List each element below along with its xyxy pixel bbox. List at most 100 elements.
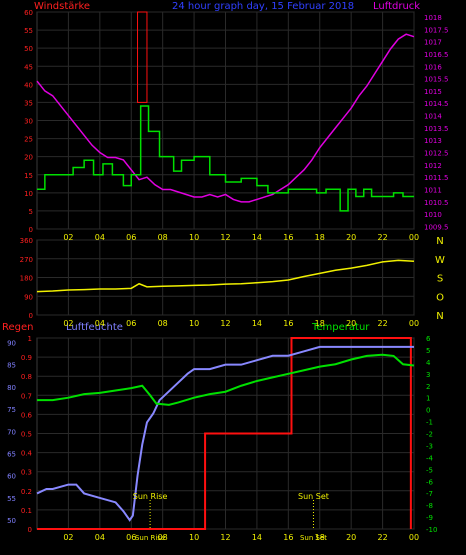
rain-line <box>37 337 412 530</box>
rain-tick-label: 0.8 <box>21 373 32 381</box>
pressure-tick-label: 1013.5 <box>424 125 449 133</box>
temperature-tick-label: 2 <box>426 383 430 391</box>
pressure-line <box>36 33 415 203</box>
x-tick-label: 06 <box>126 233 136 242</box>
x-tick-label: 16 <box>283 233 293 242</box>
wind-tick-label: 20 <box>24 154 33 162</box>
rain-axis-title: Regen <box>2 322 34 333</box>
x-tick-label: 10 <box>189 533 199 542</box>
x-tick-label: 10 <box>189 319 199 328</box>
temperature-tick-label: -1 <box>426 419 433 427</box>
sun-marker-label: Sun Rise <box>133 492 168 501</box>
x-tick-label: 16 <box>283 319 293 328</box>
humidity-tick-label: 50 <box>7 517 16 525</box>
temperature-tick-label: 6 <box>426 335 431 343</box>
x-tick-label: 22 <box>377 319 387 328</box>
chart-title: 24 hour graph day, 15 Februar 2018 <box>172 1 354 12</box>
pressure-tick-label: 1009.5 <box>424 224 449 232</box>
temperature-line <box>37 353 415 406</box>
pressure-tick-label: 1017.5 <box>424 26 449 34</box>
x-tick-label: 00 <box>409 533 419 542</box>
pressure-tick-label: 1010.5 <box>424 199 449 207</box>
rain-tick-label: 1 <box>28 335 32 343</box>
temperature-tick-label: -9 <box>426 514 433 522</box>
temperature-tick-label: -2 <box>426 431 433 439</box>
rain-tick-label: 0.2 <box>21 488 32 496</box>
compass-tick-label: N <box>436 311 443 322</box>
pressure-tick-label: 1015 <box>424 88 442 96</box>
x-tick-label: 18 <box>315 533 325 542</box>
x-tick-label: 08 <box>158 233 168 242</box>
compass-tick-label: S <box>437 274 443 285</box>
gust-highlight-box <box>137 11 148 103</box>
direction-tick-label: 270 <box>20 256 33 264</box>
temperature-axis-title: Temperatur <box>311 322 370 333</box>
temperature-tick-label: -3 <box>426 442 433 450</box>
temperature-tick-label: 5 <box>426 347 430 355</box>
x-tick-label: 04 <box>95 533 105 542</box>
temperature-tick-label: 0 <box>426 407 430 415</box>
temperature-tick-label: -8 <box>426 502 433 510</box>
wind-tick-label: 40 <box>24 81 33 89</box>
humidity-axis-title: Luftfeuchte <box>66 322 123 333</box>
rain-tick-label: 0.7 <box>21 392 32 400</box>
temperature-tick-label: -4 <box>426 454 434 462</box>
wind-tick-label: 25 <box>24 136 33 144</box>
humidity-tick-label: 75 <box>7 406 16 414</box>
temperature-tick-label: 1 <box>426 395 430 403</box>
wind-tick-label: 5 <box>29 208 33 216</box>
pressure-tick-label: 1018 <box>424 14 442 22</box>
rain-tick-label: 0.6 <box>21 411 33 419</box>
x-tick-label: 22 <box>377 533 387 542</box>
x-tick-label: 18 <box>315 233 325 242</box>
x-tick-label: 20 <box>346 233 356 242</box>
humidity-tick-label: 80 <box>7 384 16 392</box>
rain-tick-label: 0.3 <box>21 469 32 477</box>
wind-tick-label: 15 <box>24 172 33 180</box>
wind-tick-label: 50 <box>24 45 33 53</box>
x-tick-label: 08 <box>158 319 168 328</box>
temperature-tick-label: -6 <box>426 478 434 486</box>
x-tick-label: 02 <box>63 319 73 328</box>
wind-tick-label: 55 <box>24 27 33 35</box>
pressure-tick-label: 1016.5 <box>424 51 449 59</box>
x-tick-label: 04 <box>95 233 105 242</box>
rain-tick-label: 0 <box>28 526 32 534</box>
direction-line <box>36 259 415 293</box>
x-tick-label: 02 <box>63 233 73 242</box>
pressure-tick-label: 1015.5 <box>424 76 449 84</box>
pressure-tick-label: 1011 <box>424 187 442 195</box>
humidity-tick-label: 55 <box>7 495 16 503</box>
pressure-axis-title: Luftdruck <box>373 1 420 12</box>
x-tick-label: 22 <box>377 233 387 242</box>
x-tick-label: 06 <box>126 533 136 542</box>
rain-tick-label: 0.5 <box>21 431 32 439</box>
pressure-tick-label: 1012 <box>424 162 442 170</box>
temperature-tick-label: -10 <box>426 526 437 534</box>
pressure-tick-label: 1010 <box>424 211 442 219</box>
temperature-tick-label: -5 <box>426 466 433 474</box>
direction-tick-label: 180 <box>20 275 33 283</box>
x-tick-label: 12 <box>220 233 230 242</box>
humidity-line <box>36 345 414 522</box>
sun-marker-axis-label: Sun Rise <box>135 534 165 542</box>
sun-marker-label: Sun Set <box>298 492 329 501</box>
wind-tick-label: 0 <box>29 226 33 234</box>
pressure-tick-label: 1012.5 <box>424 150 449 158</box>
humidity-tick-label: 85 <box>7 362 16 370</box>
compass-tick-label: N <box>436 236 443 247</box>
x-tick-label: 02 <box>63 533 73 542</box>
x-tick-label: 14 <box>252 233 262 242</box>
pressure-tick-label: 1013 <box>424 137 442 145</box>
wind-tick-label: 35 <box>24 99 33 107</box>
humidity-tick-label: 70 <box>7 428 16 436</box>
direction-tick-label: 360 <box>20 237 33 245</box>
series-layer <box>36 11 415 530</box>
x-tick-label: 10 <box>189 233 199 242</box>
pressure-tick-label: 1017 <box>424 39 442 47</box>
wind-axis-title: Windstärke <box>34 1 90 12</box>
x-tick-label: 12 <box>220 533 230 542</box>
wind-tick-label: 10 <box>24 190 33 198</box>
